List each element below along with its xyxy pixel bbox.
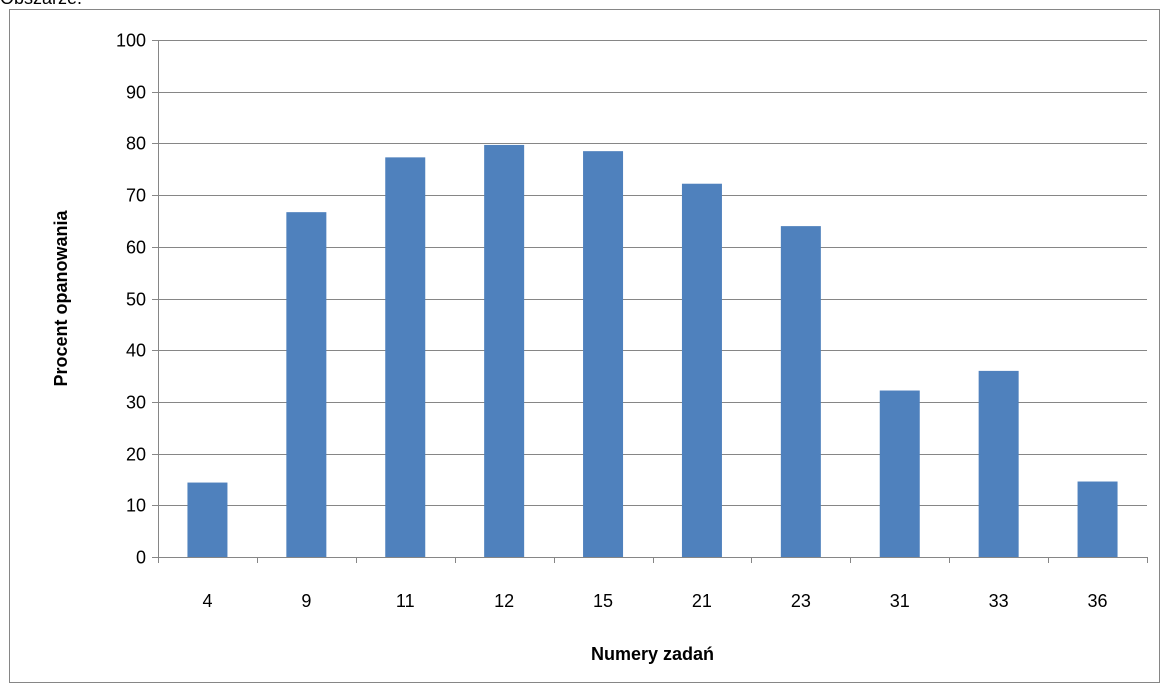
y-tick-label: 30 [126,393,146,413]
bar-23 [780,226,821,557]
x-axis-title: Numery zadań [591,644,714,664]
y-tick-label: 40 [126,341,146,361]
y-tick-label: 80 [126,134,146,154]
bar-31 [879,390,920,557]
y-tick-label: 0 [136,548,146,568]
bar-9 [286,212,327,557]
tick-labels: 0 10 20 30 40 50 60 70 80 90 100 4 9 11 12 15 21 23 31 33 36 [116,31,1108,612]
x-tick-label: 15 [593,591,613,611]
y-tick-label: 50 [126,290,146,310]
bar-36 [1077,481,1118,557]
x-tick-label: 33 [989,591,1009,611]
y-tick-label: 90 [126,83,146,103]
bar-4 [187,482,228,557]
axes [158,40,1148,563]
x-tick-label: 11 [396,591,415,611]
y-tick-label: 100 [116,31,146,51]
bars [187,144,1118,558]
y-tick-label: 20 [126,445,146,465]
bar-12 [484,144,525,558]
clipped-paragraph-text: Obszarze. [0,0,82,9]
y-tick-label: 10 [126,496,146,516]
x-tick-label: 21 [692,591,712,611]
bar-11 [385,157,426,557]
bar-15 [583,151,624,557]
x-tick-label: 9 [301,591,311,611]
x-tick-label: 36 [1088,591,1108,611]
x-tick-label: 23 [791,591,811,611]
x-tick-label: 4 [202,591,212,611]
bar-33 [978,370,1019,557]
bar-21 [681,183,722,557]
y-tick-label: 70 [126,186,146,206]
y-tick-label: 60 [126,238,146,258]
x-tick-label: 31 [890,591,910,611]
x-tick-label: 12 [494,591,514,611]
y-axis-title: Procent opanowania [51,209,71,386]
